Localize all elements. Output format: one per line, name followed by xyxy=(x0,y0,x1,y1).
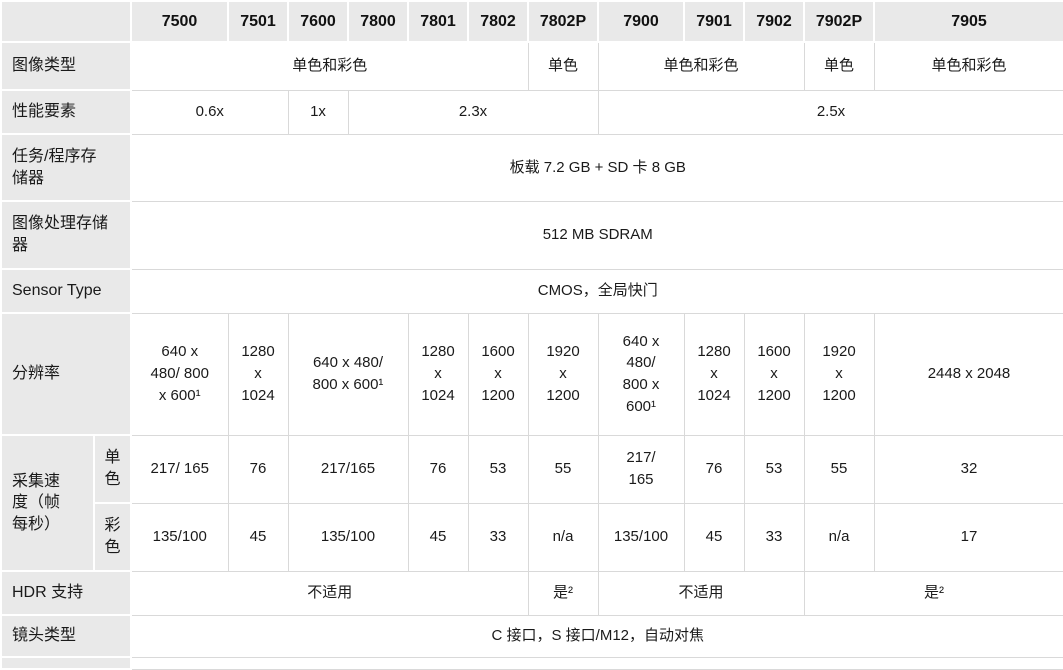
value-cell: 1600 x 1200 xyxy=(467,312,529,436)
value-cell: 单色和彩色 xyxy=(130,41,529,91)
value-cell: C 接口，S 接口/M12，自动对焦 xyxy=(130,614,1063,658)
value-cell: 640 x 480/ 800 x 600¹ xyxy=(597,312,685,436)
row-label-cell: 图像处理存储 器 xyxy=(0,200,132,270)
value-cell: n/a xyxy=(803,502,875,572)
value-cell: 0.6x xyxy=(130,89,289,135)
model-header-cell: 7900 xyxy=(597,0,685,43)
value-cell: 53 xyxy=(743,434,805,504)
value-cell: 55 xyxy=(803,434,875,504)
value-cell: 单色 xyxy=(527,41,599,91)
value-cell: 2.5x xyxy=(597,89,1063,135)
value-cell: 1920 x 1200 xyxy=(527,312,599,436)
value-cell: 板载 7.2 GB + SD 卡 8 GB xyxy=(130,133,1063,202)
value-cell: 单色和彩色 xyxy=(873,41,1063,91)
value-cell: 1920 x 1200 xyxy=(803,312,875,436)
value-cell: 76 xyxy=(683,434,745,504)
value-cell: 640 x 480/ 800 x 600¹ xyxy=(287,312,409,436)
spec-row: 采集速 度（帧 每秒）单 色 217/ 165 76 217/165 76 53 55 217… xyxy=(0,434,1063,572)
value-cell: 单色和彩色 xyxy=(597,41,805,91)
spec-row: 镜头类型 C 接口，S 接口/M12，自动对焦 xyxy=(0,614,1063,658)
row-label-cell: Sensor Type xyxy=(0,268,132,314)
value-cell: CMOS，全局快门 xyxy=(130,268,1063,314)
spec-row: 任务/程序存 储器 板载 7.2 GB + SD 卡 8 GB xyxy=(0,133,1063,202)
model-header-cell: 7500 xyxy=(130,0,229,43)
value-cell: 135/100 xyxy=(597,502,685,572)
model-header-cell: 7600 xyxy=(287,0,349,43)
value-cell: 单色 xyxy=(803,41,875,91)
value-cell: 是² xyxy=(803,570,1063,616)
value-cell: 45 xyxy=(407,502,469,572)
value-cell: 55 xyxy=(527,434,599,504)
value-cell: 76 xyxy=(227,434,289,504)
value-cell: 33 xyxy=(743,502,805,572)
value-cell: 53 xyxy=(467,434,529,504)
row-label-cell: 图像类型 xyxy=(0,41,132,91)
spec-row: HDR 支持 不适用 是² 不适用 是² xyxy=(0,570,1063,616)
value-cell xyxy=(130,656,1063,670)
value-cell: 217/ 165 xyxy=(597,434,685,504)
value-cell: 512 MB SDRAM xyxy=(130,200,1063,270)
model-header-cell: 7802 xyxy=(467,0,529,43)
value-cell: 135/100 xyxy=(287,502,409,572)
row-label-cell: 性能要素 xyxy=(0,89,132,135)
value-cell: 不适用 xyxy=(597,570,805,616)
row-label-cell: 采集速 度（帧 每秒） xyxy=(0,434,95,572)
spec-row: 图像类型 单色和彩色 单色 单色和彩色 单色 单色和彩色 xyxy=(0,41,1063,91)
value-cell: 217/ 165 xyxy=(130,434,229,504)
model-header-cell: 7801 xyxy=(407,0,469,43)
sub-label-cell: 单 色 xyxy=(93,434,132,504)
row-label-cell xyxy=(0,656,132,670)
value-cell: 217/165 xyxy=(287,434,409,504)
spec-row: 彩 色 135/100 45 135/100 45 33 n/a 135/100 45 33 n/a… xyxy=(1,502,1063,572)
model-header-cell: 7800 xyxy=(347,0,409,43)
value-cell: 1600 x 1200 xyxy=(743,312,805,436)
spec-row: Sensor Type CMOS，全局快门 xyxy=(0,268,1063,314)
model-header-cell: 7802P xyxy=(527,0,599,43)
spec-row: 性能要素 0.6x 1x 2.3x 2.5x xyxy=(0,89,1063,135)
value-cell: 2.3x xyxy=(347,89,599,135)
value-cell: 1280 x 1024 xyxy=(683,312,745,436)
value-cell: 1x xyxy=(287,89,349,135)
model-header-row: 7500 7501 7600 7800 7801 7802 7802P 7900 7901 790… xyxy=(0,0,1063,43)
value-cell: 33 xyxy=(467,502,529,572)
spec-table-body: 图像类型 单色和彩色 单色 单色和彩色 单色 单色和彩色 性能要素 0.6x 1x 2.3x 2.5… xyxy=(0,41,1063,670)
value-cell: 640 x 480/ 800 x 600¹ xyxy=(130,312,229,436)
spec-row: 图像处理存储 器 512 MB SDRAM xyxy=(0,200,1063,270)
value-cell: 不适用 xyxy=(130,570,529,616)
corner-cell xyxy=(0,0,132,43)
value-cell: 是² xyxy=(527,570,599,616)
value-cell: 32 xyxy=(873,434,1063,504)
value-cell: 2448 x 2048 xyxy=(873,312,1063,436)
value-cell: 17 xyxy=(873,502,1063,572)
value-cell: 45 xyxy=(683,502,745,572)
value-cell: 1280 x 1024 xyxy=(407,312,469,436)
spec-row xyxy=(0,656,1063,670)
row-label-cell: 镜头类型 xyxy=(0,614,132,658)
value-cell: n/a xyxy=(527,502,599,572)
model-header-cell: 7902P xyxy=(803,0,875,43)
model-header-cell: 7902 xyxy=(743,0,805,43)
value-cell: 76 xyxy=(407,434,469,504)
model-header-cell: 7501 xyxy=(227,0,289,43)
model-header-cell: 7905 xyxy=(873,0,1063,43)
model-header-cell: 7901 xyxy=(683,0,745,43)
spec-row: 分辨率 640 x 480/ 800 x 600¹ 1280 x 1024 640 x… xyxy=(0,312,1063,436)
sub-label-cell: 彩 色 xyxy=(93,502,132,572)
value-cell: 1280 x 1024 xyxy=(227,312,289,436)
value-cell: 45 xyxy=(227,502,289,572)
row-label-cell: 分辨率 xyxy=(0,312,132,436)
row-label-cell: 任务/程序存 储器 xyxy=(0,133,132,202)
spec-table-head: 7500 7501 7600 7800 7801 7802 7802P 7900 7901 790… xyxy=(0,0,1063,43)
value-cell: 135/100 xyxy=(130,502,229,572)
row-label-cell: HDR 支持 xyxy=(0,570,132,616)
